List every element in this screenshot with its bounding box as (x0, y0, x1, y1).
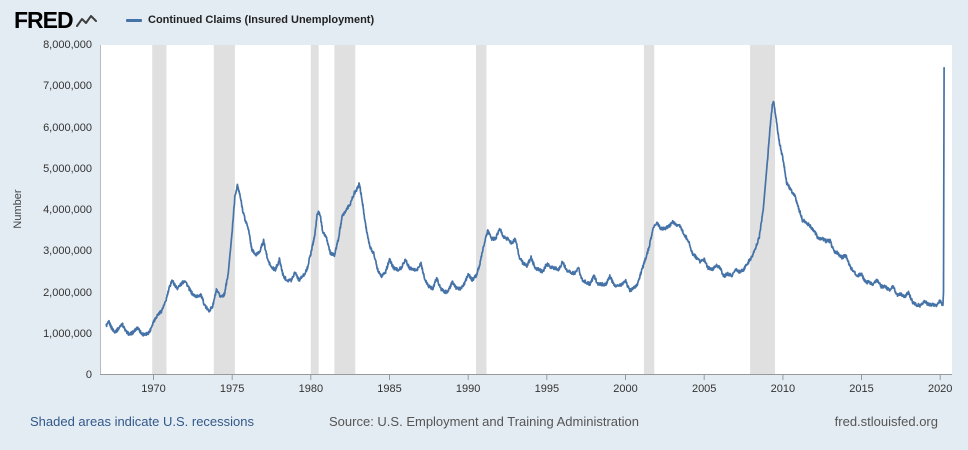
x-tick-label: 2000 (613, 383, 638, 395)
legend-swatch (126, 18, 142, 22)
y-tick-label: 8,000,000 (43, 39, 92, 51)
y-tick-label: 5,000,000 (43, 162, 92, 175)
recession-band (310, 45, 319, 375)
legend: Continued Claims (Insured Unemployment) (126, 14, 374, 26)
recession-band (643, 45, 655, 375)
x-tick-label: 1995 (534, 383, 560, 395)
x-tick-label: 1975 (219, 383, 245, 395)
fred-logo-text: FRED (14, 7, 74, 33)
x-tick-label: 2005 (691, 383, 717, 395)
sparkline-icon (75, 14, 97, 27)
y-tick-label: 2,000,000 (43, 286, 92, 299)
y-tick-label: 1,000,000 (43, 327, 92, 340)
x-tick-label: 2010 (770, 383, 796, 395)
x-tick-label: 1985 (377, 383, 402, 395)
chart-canvas (100, 45, 952, 380)
x-tick-label: 1980 (298, 383, 324, 395)
plot-area[interactable] (100, 45, 952, 380)
y-tick-label: 6,000,000 (43, 121, 92, 134)
recession-band (213, 45, 235, 375)
y-tick-label: 3,000,000 (43, 245, 92, 258)
source-text: Source: U.S. Employment and Training Adm… (329, 414, 639, 429)
x-tick-label: 1970 (141, 383, 166, 395)
x-tick-label: 2015 (849, 383, 874, 395)
series-line (105, 66, 945, 337)
recession-band (476, 45, 487, 375)
y-tick-label: 0 (85, 369, 92, 381)
recession-band (152, 45, 167, 375)
fred-logo: FRED (14, 7, 98, 34)
recessions-note-link[interactable]: Shaded areas indicate U.S. recessions (30, 414, 255, 429)
legend-label: Continued Claims (Insured Unemployment) (148, 14, 375, 26)
y-tick-label: 4,000,000 (43, 204, 92, 216)
site-link[interactable]: fred.stlouisfed.org (834, 414, 938, 429)
footer: Shaded areas indicate U.S. recessions So… (0, 414, 968, 438)
x-tick-label: 1990 (455, 383, 481, 395)
x-tick-label: 2020 (927, 383, 953, 395)
header: FRED Continued Claims (Insured Unemploym… (0, 0, 968, 38)
recession-band (334, 45, 356, 375)
y-tick-label: 7,000,000 (43, 80, 92, 93)
